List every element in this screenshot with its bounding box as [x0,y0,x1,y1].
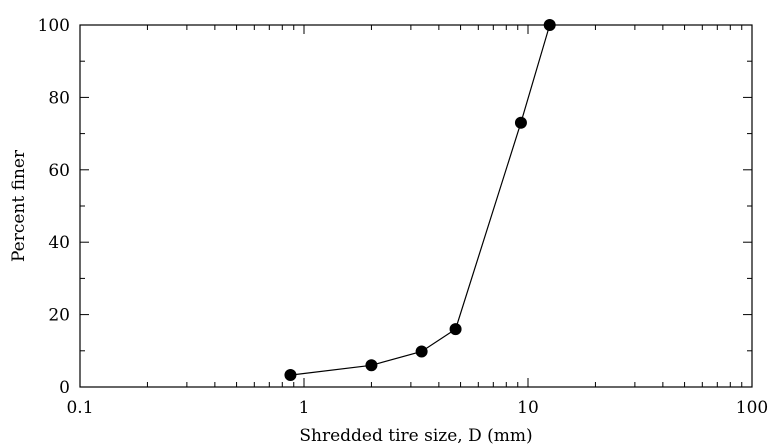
x-axis-label: Shredded tire size, D (mm) [299,426,532,446]
x-tick-label: 100 [736,398,768,418]
data-point [415,345,428,358]
y-axis-label: Percent finer [9,149,29,262]
x-tick-label: 0.1 [66,398,93,418]
x-tick-label: 10 [517,398,539,418]
major-ticks [79,24,753,388]
y-tick-label: 0 [59,378,70,398]
x-tick-label: 1 [299,398,310,418]
y-tick-label: 40 [48,233,70,253]
data-point [543,19,556,31]
y-tick-label: 20 [48,306,70,326]
data-point [365,359,378,372]
series-lines [290,24,551,376]
y-tick-label: 60 [48,161,70,181]
plot-area-frame [79,24,753,388]
y-tick-labels: 0 20 40 60 80 100 [38,16,70,398]
x-tick-labels: 0.1 1 10 100 [66,398,768,418]
minor-ticks [80,25,752,387]
y-tick-label: 80 [48,88,70,108]
series-points [284,19,556,382]
data-point [514,116,527,129]
y-tick-label: 100 [38,16,70,36]
series-line [290,24,551,376]
data-point [284,369,297,382]
data-point [449,323,462,336]
